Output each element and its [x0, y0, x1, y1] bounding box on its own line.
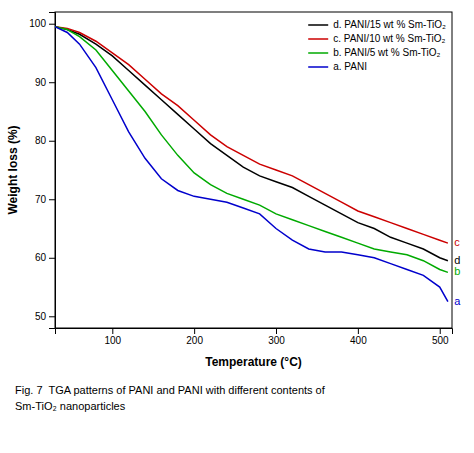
- caption-line: Sm-TiO₂ nanoparticles: [15, 400, 126, 412]
- caption: Fig. 7 TGA patterns of PANI and PANI wit…: [15, 384, 326, 412]
- legend-swatch: [308, 66, 328, 68]
- legend-swatch: [308, 24, 328, 26]
- x-tick-label: 200: [186, 335, 203, 346]
- y-axis-line: [49, 13, 56, 329]
- legend-item: b. PANI/5 wt % Sm-TiO₂: [308, 47, 440, 58]
- chart: 100 200 300 400 500 50 60 70 80 90 100 Temperature …: [0, 0, 474, 453]
- x-axis: 100 200 300 400 500: [56, 328, 453, 346]
- y-tick-mark: [49, 141, 55, 142]
- plot-area: [55, 27, 448, 302]
- y-tick-label: 80: [35, 135, 47, 146]
- caption-line: Fig. 7 TGA patterns of PANI and PANI wit…: [15, 384, 326, 396]
- plot-frame: [55, 12, 452, 328]
- end-label: b: [454, 265, 460, 277]
- x-tick-label: 100: [104, 335, 121, 346]
- legend-item: c. PANI/10 wt % Sm-TiO₂: [308, 33, 445, 44]
- y-axis: 50 60 70 80 90 100: [29, 13, 55, 329]
- x-tick: 400: [350, 328, 367, 346]
- y-tick-mark: [49, 24, 55, 25]
- legend-label: c. PANI/10 wt % Sm-TiO₂: [333, 33, 445, 44]
- x-tick-label: 400: [350, 335, 367, 346]
- y-tick-mark: [49, 82, 55, 83]
- x-tick-label: 300: [268, 335, 285, 346]
- legend-label: a. PANI: [333, 61, 367, 72]
- y-tick: 90: [35, 77, 55, 88]
- legend-label: b. PANI/5 wt % Sm-TiO₂: [333, 47, 440, 58]
- series-line: [55, 27, 448, 302]
- x-axis-title: Temperature (°C): [205, 355, 302, 369]
- y-tick-label: 90: [35, 77, 47, 88]
- y-tick: 100: [29, 18, 55, 29]
- x-tick-mark: [276, 328, 277, 334]
- legend-item: d. PANI/15 wt % Sm-TiO₂: [308, 19, 446, 30]
- y-axis-title: Weight loss (%): [6, 125, 20, 214]
- y-tick: 50: [35, 311, 55, 322]
- x-tick: 100: [104, 328, 121, 346]
- legend-swatch: [308, 38, 328, 40]
- x-tick: 500: [432, 328, 449, 346]
- y-tick: 70: [35, 194, 55, 205]
- x-tick-label: 500: [432, 335, 449, 346]
- y-tick: 80: [35, 135, 55, 146]
- y-tick: 60: [35, 252, 55, 263]
- x-tick-mark: [112, 328, 113, 334]
- x-tick: 300: [268, 328, 285, 346]
- y-tick-label: 50: [35, 311, 47, 322]
- x-tick-mark: [358, 328, 359, 334]
- legend-item: a. PANI: [308, 61, 367, 72]
- x-tick-mark: [194, 328, 195, 334]
- y-tick-mark: [49, 258, 55, 259]
- y-tick-mark: [49, 316, 55, 317]
- legend: d. PANI/15 wt % Sm-TiO₂ c. PANI/10 wt % S…: [308, 19, 446, 72]
- end-label: d: [454, 254, 460, 266]
- y-tick-label: 60: [35, 252, 47, 263]
- x-axis-line: [56, 329, 453, 335]
- end-label: a: [454, 295, 461, 307]
- legend-label: d. PANI/15 wt % Sm-TiO₂: [333, 19, 446, 30]
- end-label: c: [454, 236, 460, 248]
- y-tick-label: 70: [35, 194, 47, 205]
- series-line: [55, 27, 448, 261]
- x-tick-mark: [440, 328, 441, 334]
- y-tick-mark: [49, 199, 55, 200]
- y-tick-label: 100: [29, 18, 46, 29]
- series-line: [55, 27, 448, 273]
- x-tick: 200: [186, 328, 203, 346]
- legend-swatch: [308, 52, 328, 54]
